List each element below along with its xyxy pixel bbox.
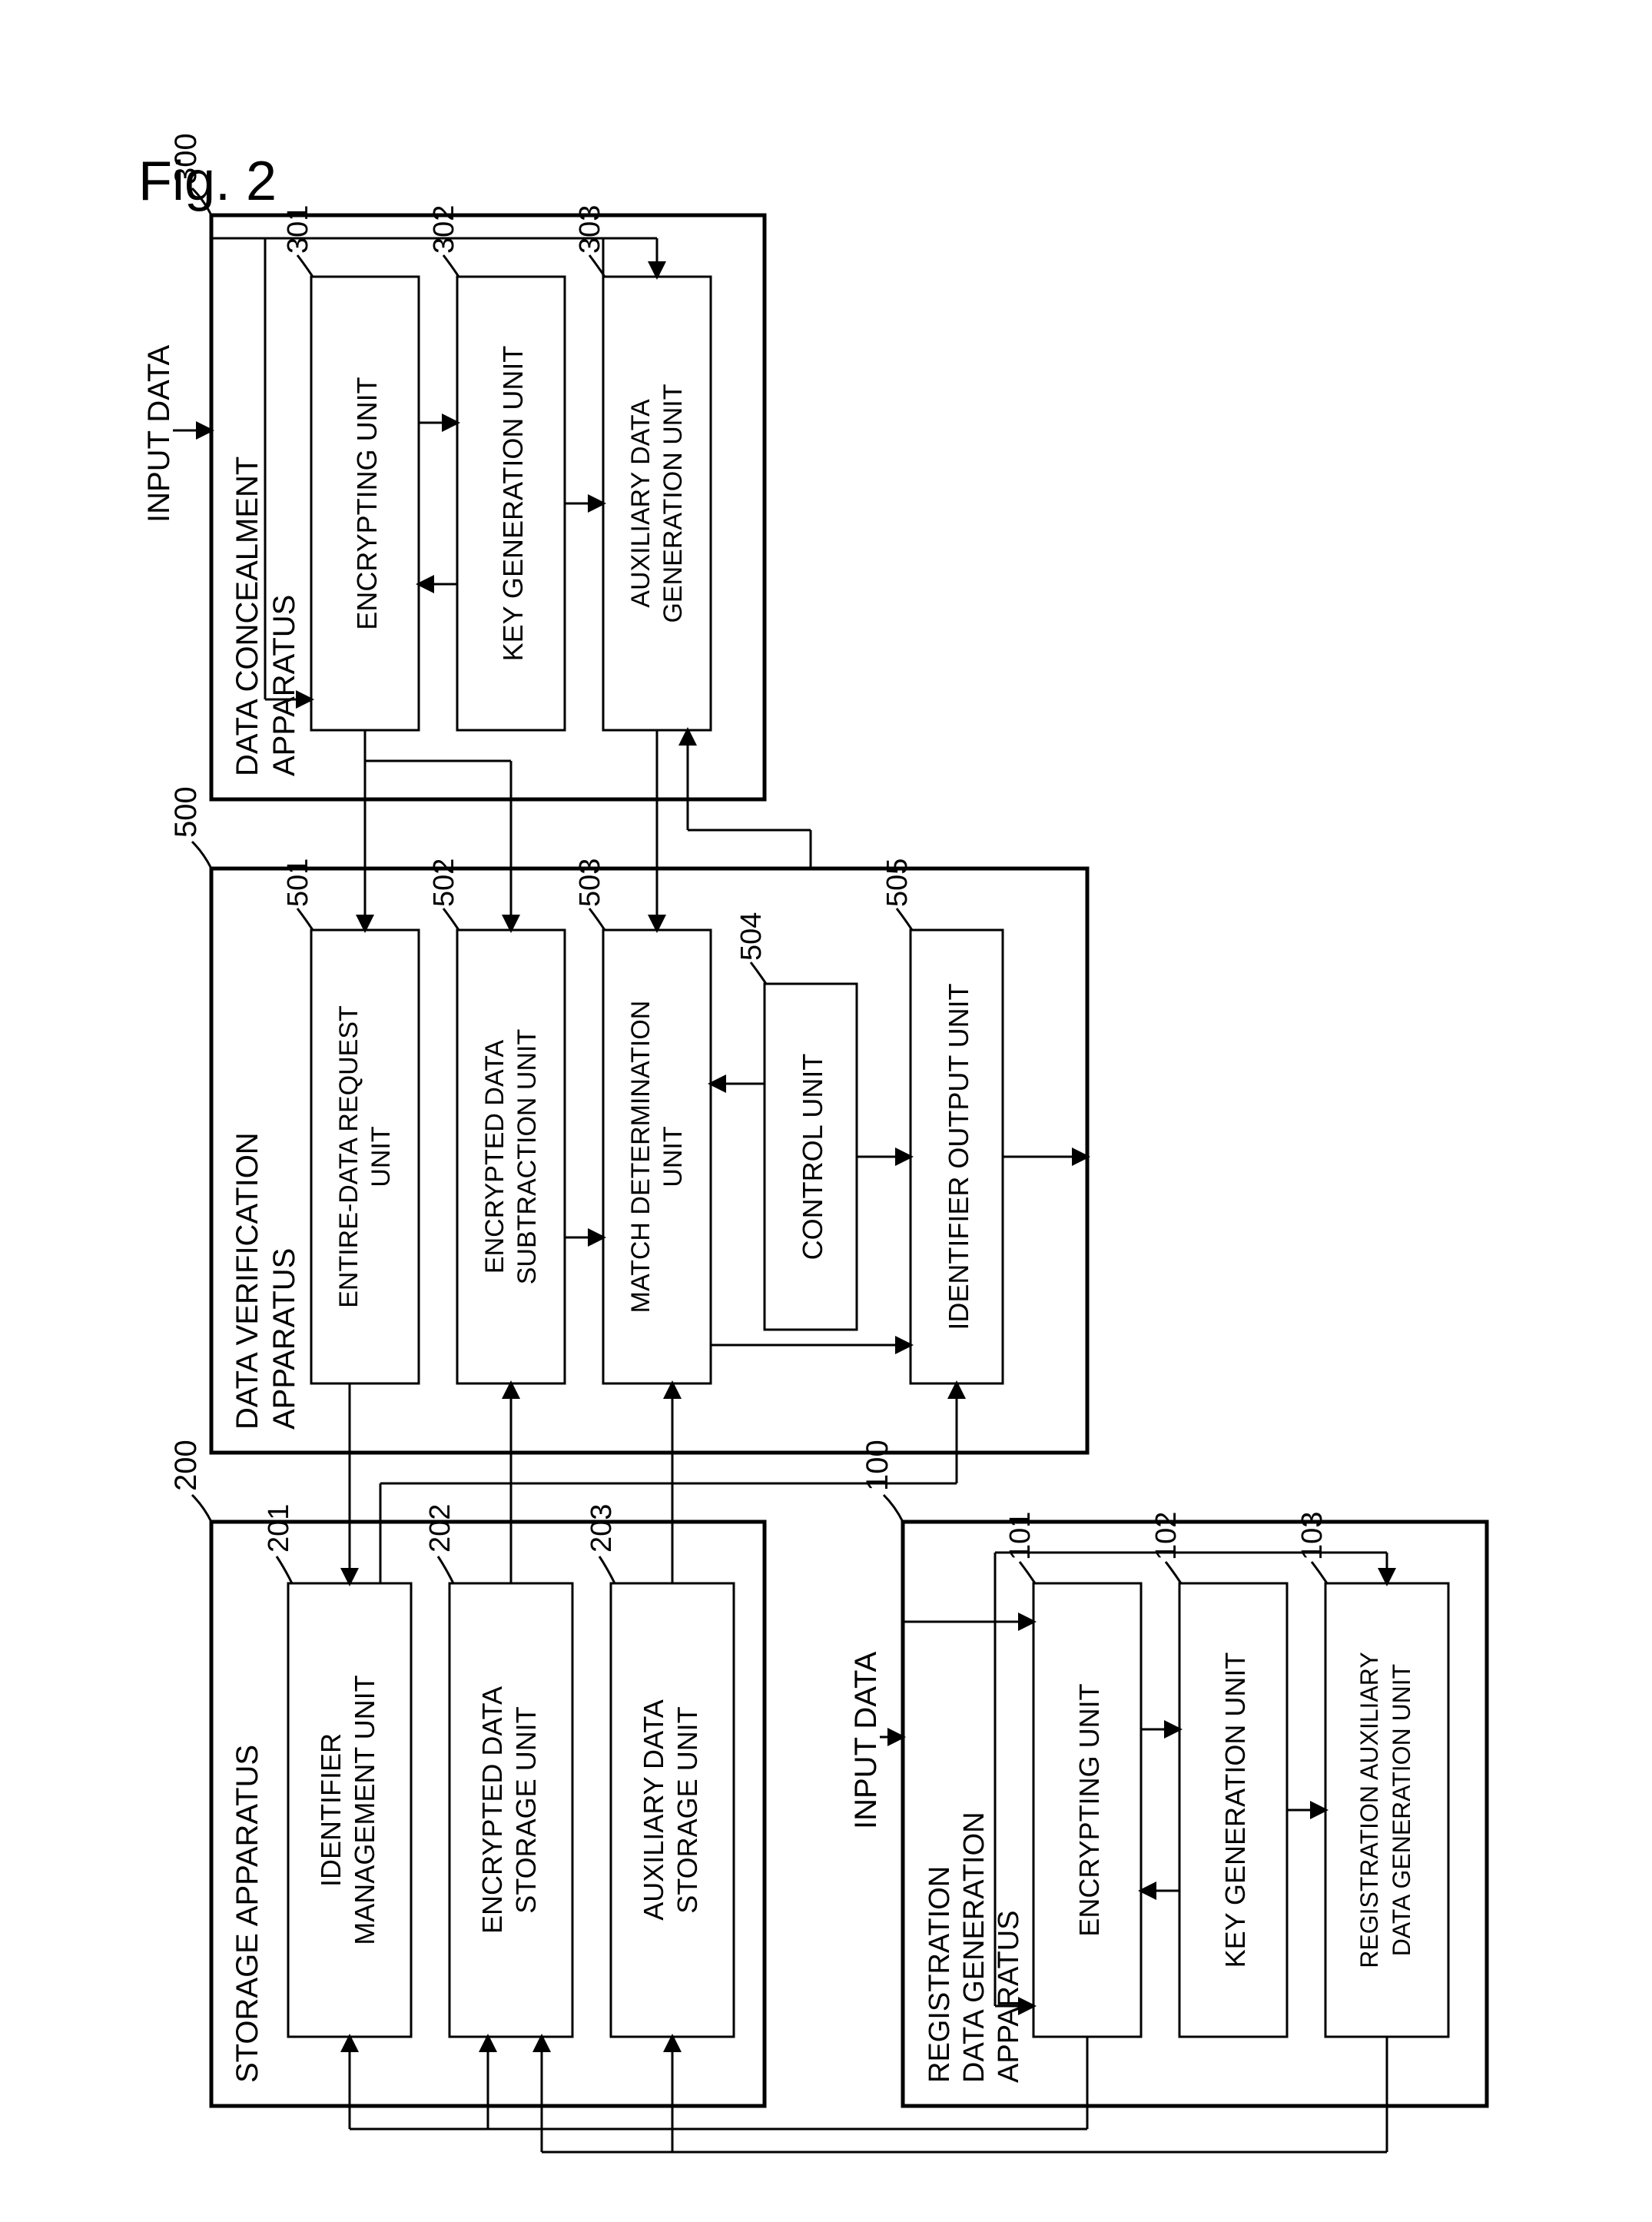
svg-text:DATA VERIFICATION: DATA VERIFICATION xyxy=(231,1132,264,1430)
ref-500: 500 xyxy=(169,786,203,838)
svg-text:AUXILIARY DATA: AUXILIARY DATA xyxy=(638,1699,669,1920)
entire-data-request-unit xyxy=(311,930,419,1383)
match-determination-unit xyxy=(603,930,711,1383)
svg-text:ENCRYPTING UNIT: ENCRYPTING UNIT xyxy=(351,377,383,629)
svg-text:MANAGEMENT UNIT: MANAGEMENT UNIT xyxy=(349,1675,380,1945)
svg-text:DATA CONCEALMENT: DATA CONCEALMENT xyxy=(231,457,264,776)
svg-text:ENCRYPTED DATA: ENCRYPTED DATA xyxy=(480,1040,509,1274)
svg-text:DATA GENERATION UNIT: DATA GENERATION UNIT xyxy=(1388,1664,1415,1956)
svg-text:MATCH DETERMINATION: MATCH DETERMINATION xyxy=(626,1001,655,1314)
ref-303: 303 xyxy=(574,205,606,254)
svg-text:APPARATUS: APPARATUS xyxy=(267,595,301,776)
svg-text:APPARATUS: APPARATUS xyxy=(993,1910,1025,2083)
registration-auxiliary-data-generation-unit xyxy=(1325,1583,1448,2037)
svg-text:REGISTRATION: REGISTRATION xyxy=(924,1866,956,2083)
svg-text:ENCRYPTED DATA: ENCRYPTED DATA xyxy=(476,1686,508,1934)
ref-505: 505 xyxy=(881,859,914,907)
storage-apparatus: STORAGE APPARATUS 200 IDENTIFIER MANAGEM… xyxy=(169,1440,765,2106)
encrypted-data-subtraction-unit xyxy=(457,930,565,1383)
ref-501: 501 xyxy=(282,859,314,907)
input-data-left-label: INPUT DATA xyxy=(849,1652,883,1829)
svg-text:SUBTRACTION UNIT: SUBTRACTION UNIT xyxy=(513,1029,542,1284)
svg-text:UNIT: UNIT xyxy=(658,1126,688,1187)
svg-text:KEY GENERATION UNIT: KEY GENERATION UNIT xyxy=(497,346,529,662)
ref-503: 503 xyxy=(574,859,606,907)
ref-200: 200 xyxy=(169,1440,203,1491)
ref-301: 301 xyxy=(282,205,314,254)
svg-text:ENTIRE-DATA REQUEST: ENTIRE-DATA REQUEST xyxy=(334,1005,363,1308)
input-data-top-label: INPUT DATA xyxy=(142,345,176,523)
data-concealment-apparatus: DATA CONCEALMENT APPARATUS 300 ENCRYPTIN… xyxy=(169,133,765,799)
ref-302: 302 xyxy=(428,205,460,254)
data-verification-apparatus: DATA VERIFICATION APPARATUS 500 ENTIRE-D… xyxy=(169,786,1087,1453)
svg-text:GENERATION UNIT: GENERATION UNIT xyxy=(658,384,688,623)
svg-text:CONTROL UNIT: CONTROL UNIT xyxy=(797,1054,828,1260)
ref-300: 300 xyxy=(169,133,203,184)
svg-text:UNIT: UNIT xyxy=(367,1126,396,1187)
svg-text:APPARATUS: APPARATUS xyxy=(267,1248,301,1430)
ref-502: 502 xyxy=(428,859,460,907)
svg-text:DATA GENERATION: DATA GENERATION xyxy=(958,1812,990,2083)
figure-label: Fig. 2 xyxy=(138,151,277,212)
auxiliary-data-generation-unit xyxy=(603,277,711,730)
svg-text:AUXILIARY DATA: AUXILIARY DATA xyxy=(626,399,655,608)
ref-203: 203 xyxy=(585,1504,618,1553)
svg-text:IDENTIFIER OUTPUT UNIT: IDENTIFIER OUTPUT UNIT xyxy=(943,983,974,1330)
svg-text:ENCRYPTING UNIT: ENCRYPTING UNIT xyxy=(1073,1683,1105,1936)
svg-text:STORAGE UNIT: STORAGE UNIT xyxy=(672,1706,703,1913)
registration-data-generation-apparatus: REGISTRATION DATA GENERATION APPARATUS 1… xyxy=(861,1440,1487,2106)
storage-title: STORAGE APPARATUS xyxy=(231,1745,264,2083)
svg-text:STORAGE UNIT: STORAGE UNIT xyxy=(510,1706,542,1913)
ref-201: 201 xyxy=(263,1504,295,1553)
svg-text:IDENTIFIER: IDENTIFIER xyxy=(315,1733,347,1887)
svg-text:REGISTRATION AUXILIARY: REGISTRATION AUXILIARY xyxy=(1355,1652,1383,1968)
ref-202: 202 xyxy=(424,1504,456,1553)
svg-text:KEY GENERATION UNIT: KEY GENERATION UNIT xyxy=(1219,1652,1251,1968)
ref-504: 504 xyxy=(735,912,768,961)
